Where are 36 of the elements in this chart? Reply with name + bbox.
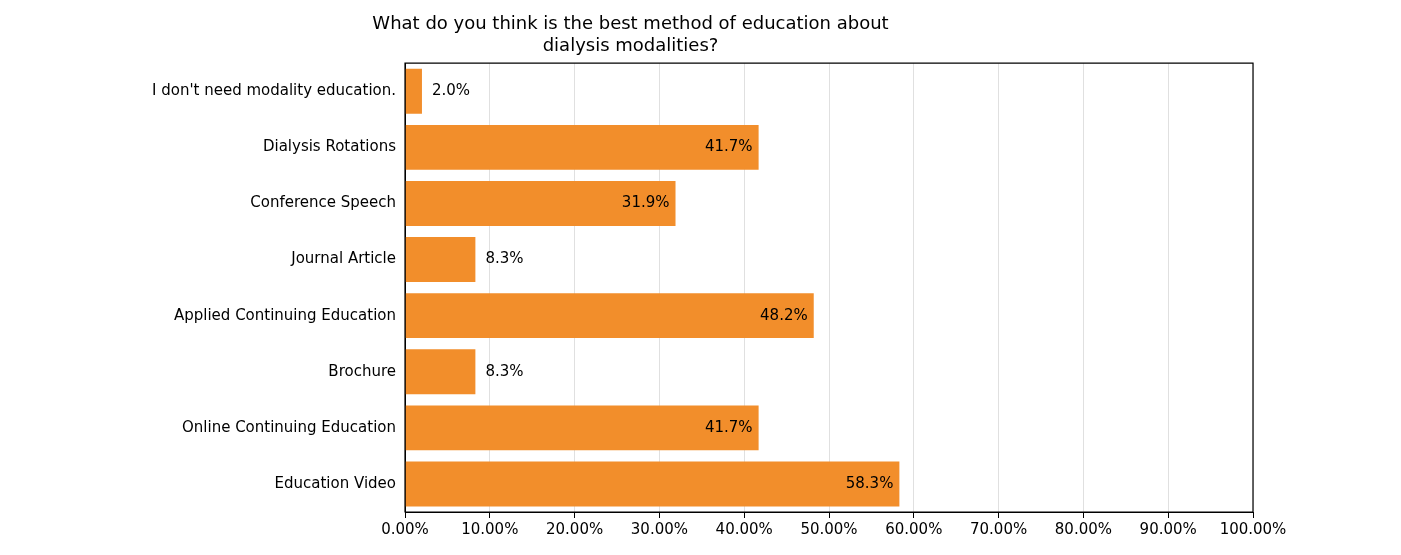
x-tick-label: 20.00%: [546, 519, 604, 538]
y-tick-label: Journal Article: [290, 249, 396, 268]
chart-title: What do you think is the best method of education about dialysis modalities?: [372, 12, 889, 56]
data-label: 58.3%: [845, 473, 894, 492]
x-tick-label: 70.00%: [970, 519, 1028, 538]
bar: [405, 181, 676, 226]
x-tick-label: 40.00%: [715, 519, 773, 538]
bar: [405, 405, 759, 451]
y-tick-label: Brochure: [328, 361, 396, 380]
x-tick-label: 100.00%: [1219, 519, 1287, 538]
y-tick-label: Conference Speech: [250, 193, 396, 212]
data-label: 41.7%: [704, 417, 753, 436]
x-tick-label: 50.00%: [800, 519, 858, 538]
x-tick-label: 30.00%: [630, 519, 688, 538]
y-tick-label: Dialysis Rotations: [262, 137, 397, 156]
y-tick-label: Education Video: [274, 473, 396, 492]
x-tick-label: 60.00%: [885, 519, 943, 538]
bar: [405, 124, 759, 170]
y-tick-label: Online Continuing Education: [181, 417, 396, 436]
y-tick-label: Applied Continuing Education: [173, 305, 396, 324]
x-tick-label: 80.00%: [1054, 519, 1112, 538]
data-label: 41.7%: [704, 137, 753, 156]
bar: [405, 68, 422, 114]
data-label: 48.2%: [760, 305, 808, 324]
bar: [405, 349, 476, 395]
y-tick-label: I don't need modality education.: [152, 81, 396, 100]
data-label: 31.9%: [621, 193, 670, 212]
bar: [405, 293, 814, 339]
x-tick-label: 0.00%: [381, 519, 429, 538]
x-tick-label: 10.00%: [461, 519, 519, 538]
x-tick-label: 90.00%: [1139, 519, 1197, 538]
data-label: 8.3%: [485, 249, 524, 268]
bar: [405, 461, 900, 507]
data-label: 2.0%: [431, 81, 471, 100]
data-label: 8.3%: [485, 361, 524, 380]
bar: [405, 237, 476, 282]
